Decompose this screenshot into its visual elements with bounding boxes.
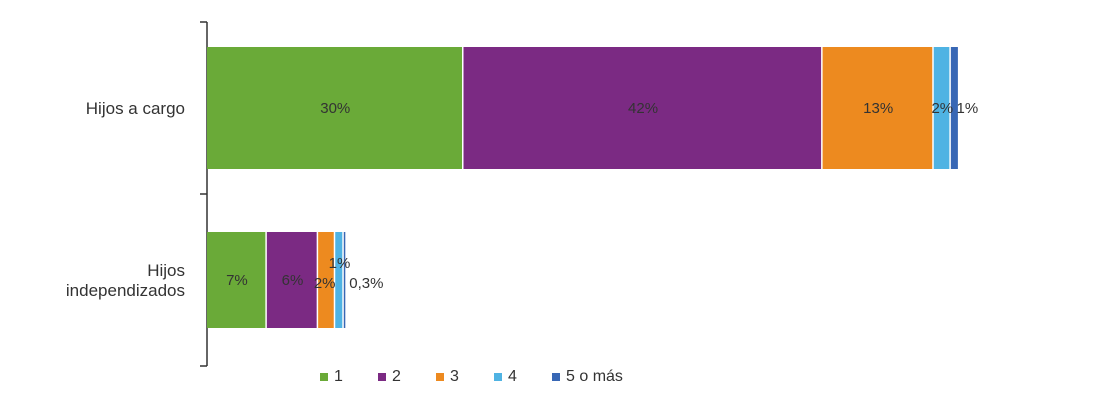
data-label: 30% [320,100,350,117]
bar-segment [207,232,266,328]
data-label: 42% [628,100,658,117]
bar-segment [207,47,462,169]
bar-segment [318,232,334,328]
bar-segment [266,232,317,328]
legend-swatch [378,373,386,381]
legend-swatch [320,373,328,381]
data-label: 1% [957,100,979,117]
data-label: 13% [863,100,893,117]
bar-segment [950,47,958,169]
category-label: Hijos independizados [66,261,185,300]
bar-segment [933,47,950,169]
data-labels: 30% 42% 13% 2% 1%7% 6% 2%1%0,3% [226,100,978,292]
legend-swatch [494,373,502,381]
category-labels: Hijos a cargo Hijos independizados [66,99,185,300]
legend-swatch [552,373,560,381]
bars-group [207,47,958,328]
legend-label: 5 o más [566,368,623,385]
legend-label: 1 [334,368,343,385]
legend-swatch [436,373,444,381]
data-label: 2% [931,100,953,117]
data-label: 1% [329,255,351,272]
legend: 1 2 3 4 5 o más [320,368,623,385]
data-label: 2% [314,275,336,292]
bar-segment [822,47,933,169]
category-label: Hijos a cargo [86,99,185,118]
data-label: 7% [226,272,248,289]
legend-label: 2 [392,368,401,385]
category-axis [200,21,208,367]
bar-segment [335,232,343,328]
bar-segment [343,232,346,328]
legend-label: 4 [508,368,517,385]
data-label: 6% [282,272,304,289]
data-label: 0,3% [349,275,383,292]
bar-segment [463,47,822,169]
legend-label: 3 [450,368,459,385]
